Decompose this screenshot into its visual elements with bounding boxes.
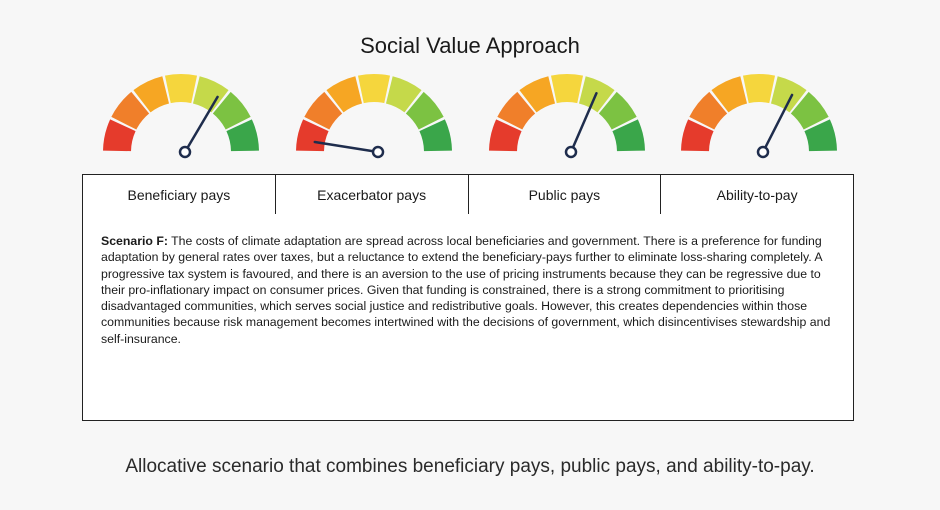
figure: Social Value Approach Beneficiary pays E… [82,33,854,421]
gauge-needle [183,95,219,154]
gauge-segment [770,76,807,113]
gauge-segment [519,76,556,113]
gauge-segment [103,119,136,152]
gauge-segment [742,74,776,104]
gauge-segment [419,119,452,152]
gauge-pivot [178,145,192,159]
figure-caption: Allocative scenario that combines benefi… [125,456,815,477]
scenario-heading: Scenario F: [101,234,168,248]
gauge-pivot [371,145,385,159]
label-beneficiary-pays: Beneficiary pays [83,175,276,214]
gauge-segment [550,74,584,104]
gauge-segment [164,74,198,104]
gauge-pivot [756,145,770,159]
gauge-needle [761,93,794,154]
gauge-segment [689,91,728,130]
gauge-ability-to-pay [679,68,839,168]
gauge-segment [804,119,837,152]
label-ability-to-pay: Ability-to-pay [716,186,798,203]
gauge-segment [598,91,637,130]
scenario-text: The costs of climate adaptation are spre… [101,234,831,346]
gauge-svg [103,74,259,159]
gauge-needle [313,140,380,154]
gauge-segment [226,119,259,152]
label-exacerbator-pays: Exacerbator pays [276,175,469,214]
gauge-labels-row: Beneficiary pays Exacerbator pays Public… [82,174,854,215]
gauge-public-pays [487,68,647,168]
gauge-segment [133,76,170,113]
gauge-segment [304,91,343,130]
gauge-segment [497,91,536,130]
gauge-needle [569,92,598,154]
gauge-segment [711,76,748,113]
gauge-segment [192,76,229,113]
gauge-segment [489,119,522,152]
label-public-pays: Public pays [469,175,662,214]
gauge-svg [489,74,645,159]
gauge-segment [790,91,829,130]
gauge-beneficiary-pays [101,68,261,168]
gauge-svg [296,74,452,159]
gauge-segment [681,119,714,152]
gauge-exacerbator-pays [294,68,454,168]
gauge-segment [405,91,444,130]
gauge-segment [357,74,391,104]
scenario-description: Scenario F: The costs of climate adaptat… [82,214,854,421]
gauge-segment [111,91,150,130]
gauge-segment [385,76,422,113]
gauge-svg [681,74,837,159]
gauge-segment [612,119,645,152]
gauge-segment [212,91,251,130]
gauge-pivot [564,145,578,159]
gauge-segment [326,76,363,113]
figure-title: Social Value Approach [360,33,580,58]
